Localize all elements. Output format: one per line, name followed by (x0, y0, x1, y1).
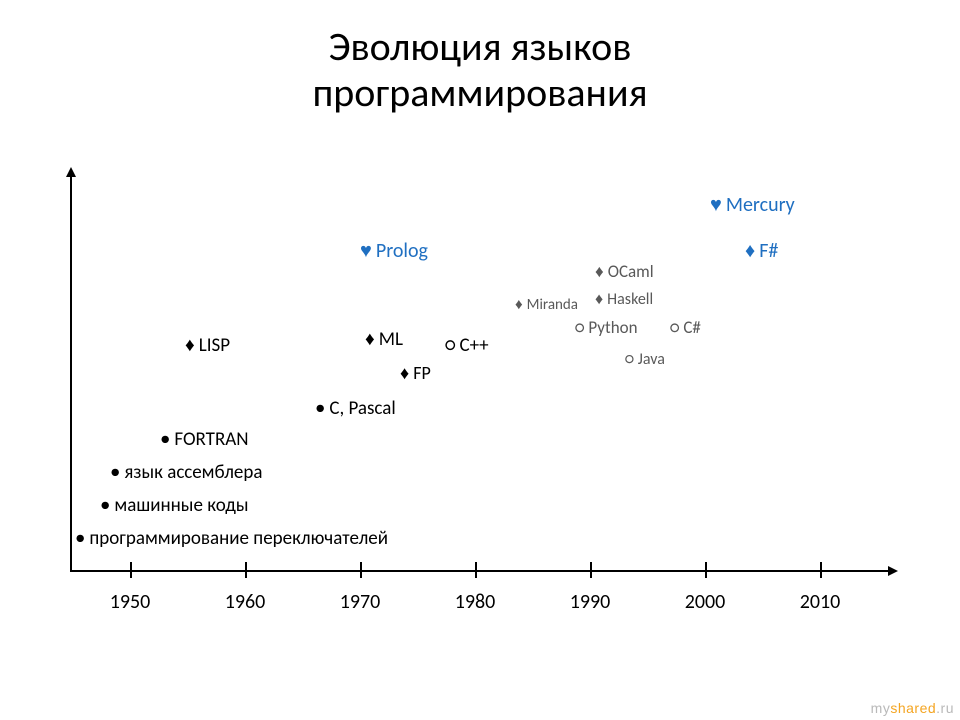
chart-point-label: FP (413, 362, 431, 384)
heart-marker: ♥ (710, 193, 722, 217)
x-tick (475, 562, 477, 578)
chart-point-label: FORTRAN (174, 428, 248, 451)
chart-point: ○C# (670, 317, 701, 338)
diamond_fill-marker: ♦ (365, 328, 375, 351)
chart-point: ♦Haskell (595, 290, 653, 309)
circle_open-marker: ○ (445, 334, 455, 357)
heart-marker: ♥ (360, 239, 372, 263)
timeline-chart: 1950196019701980199020002010•программиро… (0, 0, 960, 720)
x-tick-label: 2000 (685, 590, 726, 614)
chart-point: ○C++ (445, 334, 489, 357)
chart-point-label: программирование переключателей (89, 527, 388, 550)
diamond_fill-marker: ♦ (595, 290, 603, 309)
bullet-marker: • (110, 458, 120, 484)
x-tick-label: 1950 (110, 590, 151, 614)
chart-point: •программирование переключателей (75, 524, 388, 550)
x-tick-label: 1970 (340, 590, 381, 614)
x-tick-label: 1990 (570, 590, 611, 614)
watermark-prefix: my (871, 700, 891, 716)
chart-point-label: Prolog (376, 239, 428, 263)
x-tick (245, 562, 247, 578)
chart-point-label: OCaml (608, 261, 654, 282)
chart-point-label: F# (759, 239, 778, 263)
bullet-marker: • (160, 425, 170, 451)
chart-point-label: ML (379, 328, 403, 351)
watermark: myshared.ru (871, 700, 954, 716)
x-axis-arrow (888, 566, 898, 576)
chart-point-label: Mercury (726, 193, 795, 217)
chart-point-label: Miranda (527, 296, 578, 314)
chart-point: •язык ассемблера (110, 458, 262, 484)
chart-point-label: C, Pascal (329, 397, 395, 420)
circle_open-marker: ○ (575, 317, 584, 338)
diamond_fill-marker: ♦ (185, 334, 195, 357)
chart-point-label: Java (638, 350, 665, 369)
diamond_fill-marker: ♦ (400, 362, 409, 384)
chart-point: ♦OCaml (595, 261, 654, 282)
chart-point-label: C# (683, 317, 701, 338)
circle_open-marker: ○ (670, 317, 679, 338)
x-tick-label: 2010 (800, 590, 841, 614)
chart-point: ♦Miranda (515, 296, 578, 314)
chart-point-label: Haskell (607, 290, 653, 309)
bullet-marker: • (75, 524, 85, 550)
watermark-suffix: .ru (936, 700, 954, 716)
x-axis (70, 570, 890, 572)
diamond_fill-marker: ♦ (515, 296, 523, 314)
x-tick (360, 562, 362, 578)
x-tick-label: 1960 (225, 590, 266, 614)
y-axis-arrow (66, 167, 76, 177)
chart-point-label: язык ассемблера (124, 461, 262, 484)
x-tick (820, 562, 822, 578)
chart-point: ♦F# (745, 239, 778, 263)
bullet-marker: • (100, 491, 110, 517)
y-axis (70, 175, 72, 572)
circle_open-marker: ○ (625, 350, 634, 369)
x-tick (130, 562, 132, 578)
x-tick (705, 562, 707, 578)
chart-point-label: Python (588, 317, 637, 338)
chart-point: •машинные коды (100, 491, 248, 517)
chart-point: ♦ML (365, 328, 403, 351)
chart-point: ○Java (625, 350, 665, 369)
diamond_fill-marker: ♦ (595, 261, 604, 282)
chart-point: ♦FP (400, 362, 431, 384)
x-tick-label: 1980 (455, 590, 496, 614)
bullet-marker: • (315, 394, 325, 420)
chart-point: ○Python (575, 317, 638, 338)
chart-point-label: машинные коды (114, 494, 248, 517)
chart-point: •C, Pascal (315, 394, 396, 420)
chart-point-label: C++ (459, 334, 488, 357)
chart-point: •FORTRAN (160, 425, 249, 451)
chart-point: ♥Mercury (710, 193, 795, 217)
diamond_fill-marker: ♦ (745, 239, 755, 263)
watermark-accent: shared (890, 700, 936, 716)
chart-point: ♥Prolog (360, 239, 428, 263)
chart-point-label: LISP (199, 334, 230, 357)
chart-point: ♦LISP (185, 334, 230, 357)
x-tick (590, 562, 592, 578)
